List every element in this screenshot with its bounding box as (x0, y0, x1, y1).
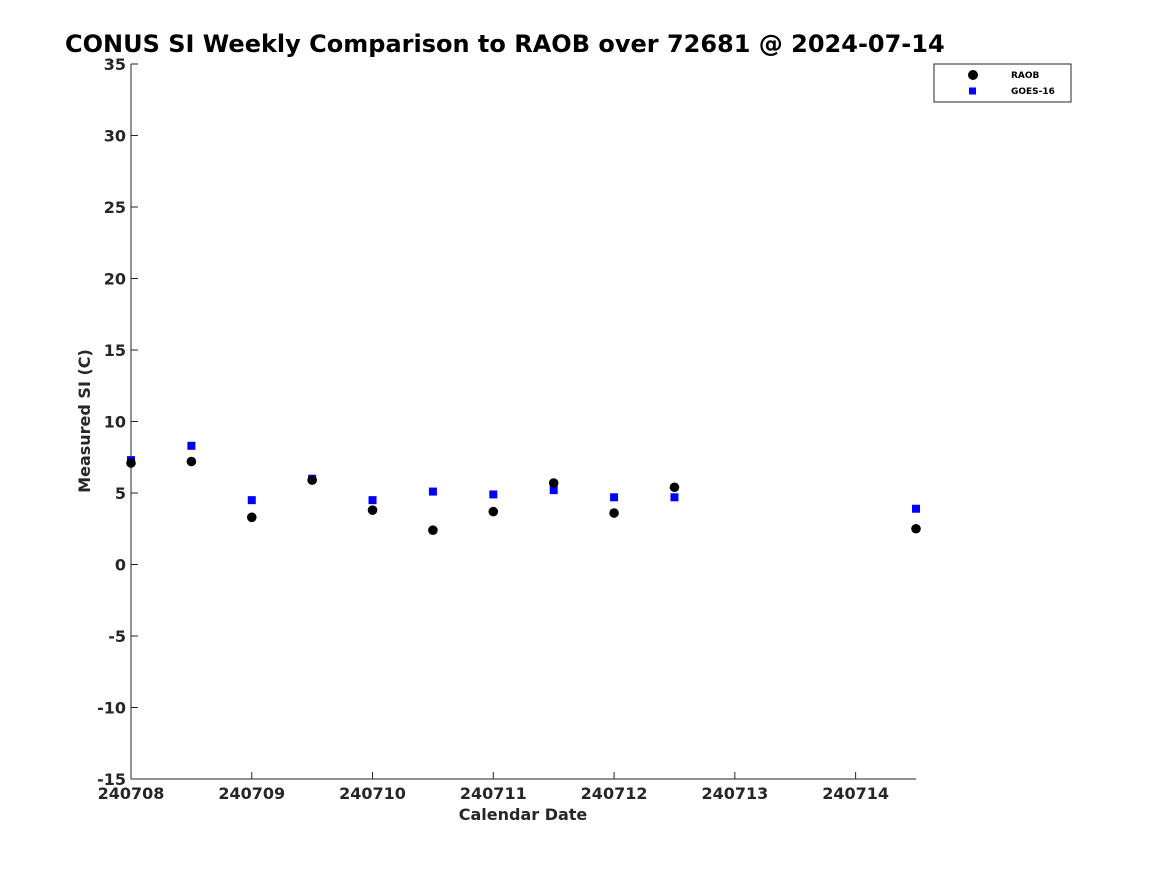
raob-point (428, 525, 438, 535)
legend-box (933, 63, 1072, 103)
legend-label: RAOB (1011, 71, 1040, 81)
x-axis-label: Calendar Date (459, 805, 588, 824)
ticks: -15 -10 -5 0 5 10 15 20 25 30 35 240708 240709 240710… (97, 55, 889, 803)
goes16-point (670, 493, 679, 502)
raob-point (911, 523, 921, 534)
legend-raob-marker (968, 70, 978, 80)
y-tick-label: 30 (104, 127, 126, 146)
raob-point (488, 506, 499, 517)
y-tick-label: 0 (115, 556, 126, 575)
raob-point (367, 505, 378, 515)
y-tick-label: -10 (97, 699, 126, 718)
y-tick-label: 25 (104, 198, 126, 217)
legend: RAOB GOES-16 (933, 63, 1072, 103)
goes16-point (549, 486, 558, 495)
raob-point (669, 482, 680, 493)
goes16-point (428, 487, 437, 496)
raob-point (548, 478, 559, 488)
x-tick-label: 240713 (701, 784, 768, 803)
y-tick-label: -15 (97, 770, 126, 789)
x-tick-label: 240710 (339, 784, 406, 803)
goes16-point (912, 504, 920, 513)
goes16-point (368, 496, 377, 505)
y-tick-label: -5 (108, 627, 126, 646)
goes16-point (610, 493, 619, 502)
x-tick-label: 240709 (218, 784, 285, 803)
raob-point (307, 475, 317, 485)
y-tick-label: 10 (104, 413, 126, 432)
data-points (126, 441, 921, 535)
y-axis-label: Measured SI (C) (75, 349, 94, 493)
raob-point (126, 458, 136, 468)
axes (130, 64, 916, 780)
legend-goes16-marker (969, 87, 976, 95)
y-tick-label: 20 (104, 270, 126, 289)
raob-point (609, 508, 619, 518)
x-tick-label: 240711 (460, 784, 527, 803)
goes16-point (247, 496, 256, 505)
legend-label: GOES-16 (1011, 87, 1055, 97)
x-tick-label: 240714 (822, 784, 889, 803)
goes16-point (187, 441, 196, 450)
goes16-point (489, 490, 498, 499)
y-tick-label: 15 (104, 341, 126, 360)
raob-point (186, 456, 197, 467)
chart-title: CONUS SI Weekly Comparison to RAOB over … (65, 30, 945, 58)
x-tick-label: 240708 (98, 784, 165, 803)
raob-point (246, 512, 257, 523)
y-tick-label: 5 (115, 484, 126, 503)
y-tick-label: 35 (104, 55, 126, 74)
x-tick-label: 240712 (581, 784, 648, 803)
